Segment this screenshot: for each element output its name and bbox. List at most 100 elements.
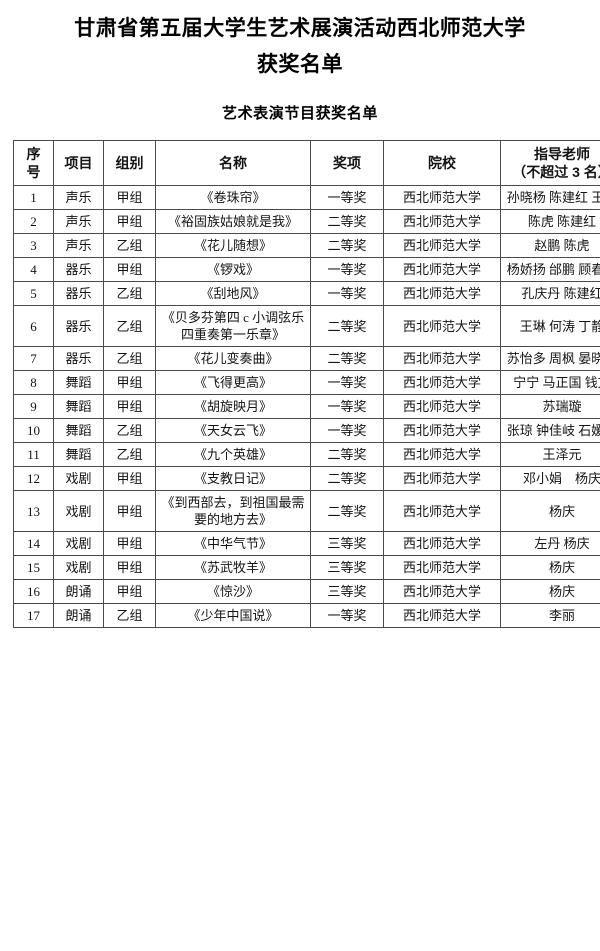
cell-name: 《刮地风》 <box>155 281 311 306</box>
column-header-prize: 奖项 <box>310 140 384 186</box>
cell-school: 西北师范大学 <box>383 531 501 556</box>
award-table-head: 序 号 项目 组别 名称 奖项 院校 指导老师 （不超过 3 名） <box>13 140 600 186</box>
column-header-sequence-line-2: 号 <box>26 164 41 180</box>
cell-sequence: 4 <box>13 257 54 282</box>
cell-prize: 一等奖 <box>310 257 384 282</box>
cell-group: 乙组 <box>103 305 156 347</box>
cell-teacher: 邓小娟 杨庆 <box>500 466 600 491</box>
table-row: 14 戏剧 甲组 《中华气节》 三等奖 西北师范大学 左丹 杨庆 <box>13 531 600 556</box>
cell-group: 乙组 <box>103 442 156 467</box>
table-row: 5 器乐 乙组 《刮地风》 一等奖 西北师范大学 孔庆丹 陈建红 <box>13 281 600 306</box>
cell-teacher: 王琳 何涛 丁静 <box>500 305 600 347</box>
cell-school: 西北师范大学 <box>383 603 501 628</box>
cell-category: 舞蹈 <box>53 370 104 395</box>
cell-category: 舞蹈 <box>53 394 104 419</box>
cell-name: 《天女云飞》 <box>155 418 311 443</box>
cell-group: 甲组 <box>103 209 156 234</box>
cell-group: 甲组 <box>103 185 156 210</box>
cell-name: 《支教日记》 <box>155 466 311 491</box>
cell-name: 《裕固族姑娘就是我》 <box>155 209 311 234</box>
cell-sequence: 15 <box>13 555 54 580</box>
cell-sequence: 14 <box>13 531 54 556</box>
cell-sequence: 8 <box>13 370 54 395</box>
cell-prize: 二等奖 <box>310 490 384 532</box>
cell-group: 乙组 <box>103 418 156 443</box>
cell-prize: 一等奖 <box>310 394 384 419</box>
cell-sequence: 13 <box>13 490 54 532</box>
column-header-sequence-line-1: 序 <box>26 146 41 162</box>
table-header-row: 序 号 项目 组别 名称 奖项 院校 指导老师 （不超过 3 名） <box>13 140 600 186</box>
cell-prize: 一等奖 <box>310 603 384 628</box>
cell-teacher: 左丹 杨庆 <box>500 531 600 556</box>
cell-school: 西北师范大学 <box>383 418 501 443</box>
cell-sequence: 9 <box>13 394 54 419</box>
cell-sequence: 1 <box>13 185 54 210</box>
page-title-line-1: 甘肃省第五届大学生艺术展演活动西北师范大学 <box>74 16 526 40</box>
table-row: 13 戏剧 甲组 《到西部去，到祖国最需要的地方去》 二等奖 西北师范大学 杨庆 <box>13 490 600 532</box>
cell-group: 甲组 <box>103 257 156 282</box>
cell-group: 甲组 <box>103 394 156 419</box>
cell-prize: 二等奖 <box>310 233 384 258</box>
cell-category: 声乐 <box>53 209 104 234</box>
cell-name: 《飞得更高》 <box>155 370 311 395</box>
cell-prize: 二等奖 <box>310 442 384 467</box>
cell-school: 西北师范大学 <box>383 346 501 371</box>
cell-category: 器乐 <box>53 257 104 282</box>
page-title: 甘肃省第五届大学生艺术展演活动西北师范大学 获奖名单 <box>0 0 600 82</box>
cell-group: 甲组 <box>103 579 156 604</box>
cell-name: 《卷珠帘》 <box>155 185 311 210</box>
cell-prize: 二等奖 <box>310 209 384 234</box>
cell-name: 《到西部去，到祖国最需要的地方去》 <box>155 490 311 532</box>
cell-name: 《苏武牧羊》 <box>155 555 311 580</box>
cell-teacher: 孙晓杨 陈建红 王剑 <box>500 185 600 210</box>
cell-category: 器乐 <box>53 281 104 306</box>
cell-sequence: 10 <box>13 418 54 443</box>
cell-school: 西北师范大学 <box>383 233 501 258</box>
cell-school: 西北师范大学 <box>383 442 501 467</box>
column-header-group: 组别 <box>103 140 156 186</box>
cell-prize: 一等奖 <box>310 185 384 210</box>
column-header-teacher: 指导老师 （不超过 3 名） <box>500 140 600 186</box>
cell-prize: 一等奖 <box>310 281 384 306</box>
cell-name: 《少年中国说》 <box>155 603 311 628</box>
cell-school: 西北师范大学 <box>383 579 501 604</box>
cell-group: 甲组 <box>103 466 156 491</box>
cell-name: 《花儿随想》 <box>155 233 311 258</box>
table-row: 17 朗诵 乙组 《少年中国说》 一等奖 西北师范大学 李丽 <box>13 603 600 628</box>
cell-school: 西北师范大学 <box>383 370 501 395</box>
cell-teacher: 杨娇扬 邰鹏 顾春华 <box>500 257 600 282</box>
cell-group: 乙组 <box>103 603 156 628</box>
cell-teacher: 李丽 <box>500 603 600 628</box>
column-header-school: 院校 <box>383 140 501 186</box>
cell-group: 乙组 <box>103 233 156 258</box>
cell-category: 器乐 <box>53 346 104 371</box>
cell-sequence: 16 <box>13 579 54 604</box>
cell-sequence: 12 <box>13 466 54 491</box>
cell-school: 西北师范大学 <box>383 305 501 347</box>
cell-sequence: 17 <box>13 603 54 628</box>
cell-category: 舞蹈 <box>53 442 104 467</box>
cell-name: 《锣戏》 <box>155 257 311 282</box>
cell-teacher: 张琼 钟佳岐 石媛媛 <box>500 418 600 443</box>
cell-category: 朗诵 <box>53 603 104 628</box>
award-table-container: 序 号 项目 组别 名称 奖项 院校 指导老师 （不超过 3 名） 1声乐甲组《… <box>0 140 600 628</box>
cell-category: 声乐 <box>53 233 104 258</box>
cell-name: 《花儿变奏曲》 <box>155 346 311 371</box>
column-header-category: 项目 <box>53 140 104 186</box>
table-row: 16 朗诵 甲组 《惊沙》 三等奖 西北师范大学 杨庆 <box>13 579 600 604</box>
cell-teacher: 苏怡多 周枫 晏晓东 <box>500 346 600 371</box>
cell-sequence: 7 <box>13 346 54 371</box>
cell-name: 《贝多芬第四 c 小调弦乐四重奏第一乐章》 <box>155 305 311 347</box>
cell-prize: 一等奖 <box>310 418 384 443</box>
table-row: 6 器乐 乙组 《贝多芬第四 c 小调弦乐四重奏第一乐章》 二等奖 西北师范大学 王琳 何涛… <box>13 305 600 347</box>
cell-category: 朗诵 <box>53 579 104 604</box>
column-header-sequence: 序 号 <box>13 140 54 186</box>
cell-teacher: 孔庆丹 陈建红 <box>500 281 600 306</box>
cell-prize: 二等奖 <box>310 466 384 491</box>
cell-prize: 二等奖 <box>310 346 384 371</box>
cell-prize: 三等奖 <box>310 531 384 556</box>
